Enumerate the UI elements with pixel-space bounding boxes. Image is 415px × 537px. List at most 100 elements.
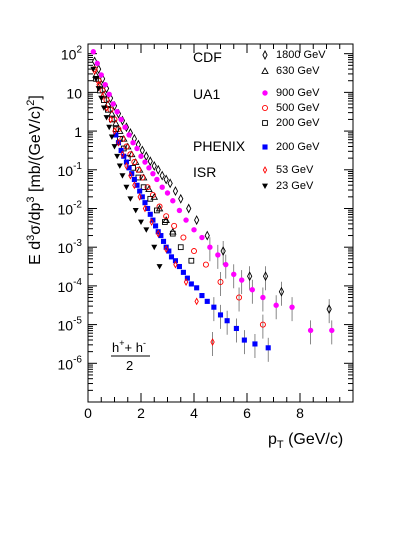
y-tick-label: 102 <box>61 45 83 63</box>
y-tick-label: 10 <box>66 85 82 101</box>
data-point <box>98 72 104 78</box>
legend-marker <box>262 50 268 60</box>
data-point <box>138 219 144 226</box>
data-point <box>202 261 209 268</box>
legend-entry-label: 53 GeV <box>276 164 314 176</box>
series-5 <box>113 132 271 362</box>
data-point <box>154 207 160 214</box>
formula-numerator: h++ h- <box>112 338 146 355</box>
data-point <box>119 173 126 179</box>
data-point <box>120 150 125 159</box>
data-point <box>123 184 130 191</box>
data-point <box>118 116 124 123</box>
data-point <box>204 230 210 241</box>
data-point <box>143 151 149 162</box>
data-point <box>172 186 179 197</box>
data-point <box>211 304 217 310</box>
data-point <box>265 345 271 351</box>
data-point <box>167 178 173 189</box>
data-point <box>132 181 137 190</box>
data-point <box>98 95 105 102</box>
data-point <box>100 105 107 111</box>
x-tick-label: 8 <box>296 405 304 421</box>
data-point <box>129 171 135 177</box>
y-tick-label: 10-4 <box>58 277 83 295</box>
data-point <box>184 275 190 281</box>
data-point <box>186 203 192 214</box>
data-point <box>137 188 143 194</box>
data-point <box>118 147 124 153</box>
data-point <box>177 244 184 251</box>
data-point <box>156 229 161 238</box>
data-point <box>134 182 140 188</box>
data-point <box>140 184 147 191</box>
data-point <box>103 115 110 121</box>
data-point <box>142 200 148 206</box>
series-4 <box>93 75 195 264</box>
data-point <box>159 184 165 190</box>
data-point <box>139 174 146 181</box>
data-point <box>160 238 167 244</box>
x-tick-label: 2 <box>137 405 145 421</box>
series-0 <box>92 56 332 324</box>
data-point <box>194 285 200 291</box>
data-point <box>249 287 255 293</box>
data-point <box>132 208 139 214</box>
data-point <box>139 194 145 200</box>
data-point <box>153 223 159 229</box>
data-point <box>112 127 117 136</box>
data-point <box>150 170 156 177</box>
data-point <box>115 140 122 146</box>
x-tick-label: 4 <box>190 405 198 421</box>
data-point <box>137 192 142 201</box>
data-point <box>158 233 164 239</box>
data-point <box>199 234 205 241</box>
data-point <box>146 165 152 171</box>
data-point <box>154 176 160 183</box>
data-point <box>239 277 245 283</box>
legend-entry-label: 900 GeV <box>276 87 320 99</box>
data-point <box>215 252 221 258</box>
data-point <box>217 279 224 286</box>
data-point <box>191 227 197 233</box>
data-point <box>241 337 247 343</box>
legend-entry-label: 23 GeV <box>276 180 314 192</box>
data-point <box>188 281 194 287</box>
data-point <box>326 304 332 315</box>
data-point <box>168 254 175 260</box>
data-point <box>289 304 295 310</box>
axes-group: 0 2 4 6 8 102 10 1 10-1 10-2 10-3 10-4 10-5 10-6 <box>58 43 354 421</box>
x-axis-label: pT (GeV/c) <box>268 431 343 451</box>
data-point <box>260 294 266 301</box>
data-point <box>149 218 154 226</box>
legend-marker <box>262 183 268 189</box>
legend-group-label: PHENIX <box>193 138 246 154</box>
data-point <box>194 297 199 306</box>
data-point <box>116 163 123 169</box>
data-point <box>151 160 157 171</box>
x-tick-label: 6 <box>243 405 251 421</box>
data-point <box>207 244 213 250</box>
data-point <box>164 190 171 196</box>
y-tick-label: 10-5 <box>58 316 83 334</box>
data-point <box>178 193 184 204</box>
formula-denominator: 2 <box>126 358 133 373</box>
data-point <box>155 164 161 175</box>
data-point <box>199 293 205 299</box>
data-point <box>155 229 161 235</box>
data-point <box>259 321 266 328</box>
series-3 <box>91 66 266 339</box>
data-point <box>176 263 182 270</box>
data-point <box>102 81 108 88</box>
data-point <box>113 132 119 138</box>
data-point <box>159 170 165 181</box>
data-point <box>156 264 163 270</box>
data-point <box>142 159 148 165</box>
data-point <box>224 318 230 324</box>
data-point <box>111 144 118 150</box>
data-point <box>252 341 258 347</box>
data-point <box>108 115 113 124</box>
y-axis-label: E d3σ/dp3 [mb/(GeV/c)2] <box>25 95 44 265</box>
data-point <box>217 312 224 318</box>
data-point <box>163 244 169 250</box>
